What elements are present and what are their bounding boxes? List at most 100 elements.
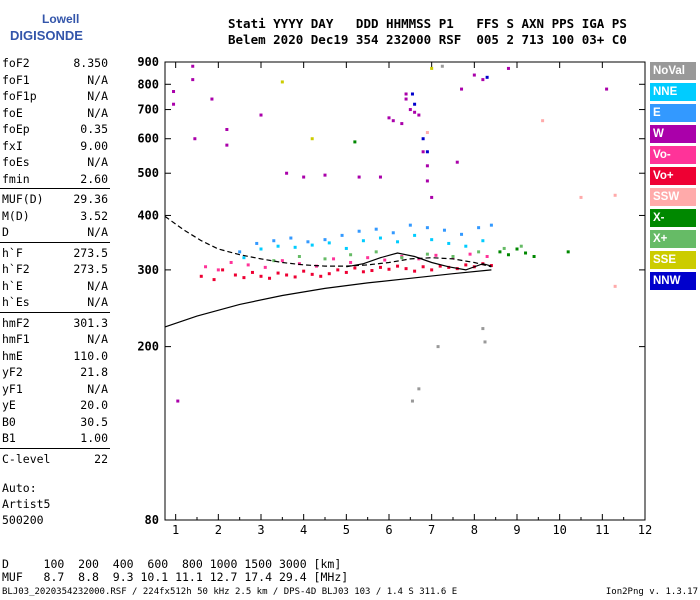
version-label: Ion2Png v. 1.3.17: [605, 587, 698, 597]
echo-point-vo: [468, 252, 472, 256]
param-value: 273.5: [73, 262, 108, 276]
echo-point-e: [272, 239, 276, 243]
param-value: N/A: [87, 155, 108, 169]
param-separator: [0, 447, 110, 449]
param-key: fxI: [2, 138, 23, 153]
echo-point-noval: [440, 64, 444, 68]
legend-item-x: X-: [650, 209, 696, 227]
legend-item-w: W: [650, 125, 696, 143]
echo-point-vo: [344, 270, 348, 274]
echo-point-nnw: [485, 75, 489, 79]
param-key: fmin: [2, 171, 30, 186]
echo-point-nne: [378, 236, 382, 240]
echo-point-x: [374, 250, 378, 254]
echo-point-vo: [404, 267, 408, 271]
param-key: yF1: [2, 381, 23, 396]
param-key: h`F2: [2, 262, 30, 276]
param-value: 273.5: [73, 245, 108, 260]
echo-point-x: [353, 140, 357, 144]
echo-point-x: [425, 252, 429, 256]
echo-point-vo: [332, 257, 336, 261]
echo-point-ssw: [613, 193, 617, 197]
echo-point-w: [172, 102, 176, 106]
echo-point-sse: [310, 137, 314, 141]
echo-point-vo: [387, 267, 391, 271]
echo-point-vo: [366, 256, 370, 260]
legend-item-nnw: NNW: [650, 272, 696, 290]
echo-point-ssw: [425, 131, 429, 135]
echo-point-e: [340, 233, 344, 237]
param-key: foEp: [2, 122, 30, 136]
param-value: N/A: [87, 381, 108, 396]
echo-point-w: [404, 92, 408, 96]
echo-point-w: [357, 175, 361, 179]
y-tick-label: 400: [137, 208, 159, 222]
param-key: yE: [2, 398, 16, 412]
param-key: B1: [2, 431, 16, 445]
echo-point-vo: [280, 259, 284, 263]
echo-point-nnw: [421, 137, 425, 141]
echo-point-nnw: [413, 102, 417, 106]
param-row-11: h`F 273.5: [2, 246, 108, 261]
echo-point-noval: [483, 340, 487, 344]
echo-point-x: [451, 254, 455, 258]
param-row-3: foE N/A: [2, 106, 108, 121]
y-tick-label: 800: [137, 77, 159, 91]
param-row-20: yE 20.0: [2, 398, 108, 413]
polarization-legend: NoVal NNE E W Vo- Vo+ SSW X- X+ SSE NNW: [650, 62, 696, 293]
echo-point-w: [225, 127, 229, 131]
echo-point-x: [532, 254, 536, 258]
auto-line2: Artist5: [2, 497, 51, 511]
echo-point-x: [502, 246, 506, 250]
x-tick-label: 7: [428, 523, 435, 537]
header-line1: Stati YYYY DAY DDD HHMMSS P1 FFS S AXN P…: [228, 16, 627, 31]
echo-point-vo: [370, 269, 374, 273]
echo-point-vo: [336, 268, 340, 272]
echo-point-w: [417, 113, 421, 117]
x-tick-label: 11: [595, 523, 609, 537]
echo-point-nne: [481, 239, 485, 243]
y-tick-label: 500: [137, 166, 159, 180]
param-row-8: MUF(D) 29.36: [2, 192, 108, 207]
echo-point-vo: [319, 274, 323, 278]
param-value: N/A: [87, 278, 108, 293]
param-row-10: D N/A: [2, 225, 108, 240]
x-tick-label: 6: [385, 523, 392, 537]
echo-point-nne: [242, 256, 246, 260]
profile-curve-0: [164, 269, 492, 328]
header-block: Stati YYYY DAY DDD HHMMSS P1 FFS S AXN P…: [228, 16, 627, 48]
param-row-4: foEp 0.35: [2, 122, 108, 137]
param-value: N/A: [87, 295, 108, 309]
echo-point-e: [489, 223, 493, 227]
echo-point-vo: [259, 274, 263, 278]
x-tick-label: 2: [215, 523, 222, 537]
y-tick-label: 900: [137, 55, 159, 69]
echo-point-w: [506, 66, 510, 70]
legend-item-vo: Vo-: [650, 146, 696, 164]
echo-point-e: [425, 226, 429, 230]
echo-point-e: [391, 231, 395, 235]
param-key: h`F: [2, 245, 23, 260]
echo-point-nne: [344, 246, 348, 250]
echo-point-x: [400, 256, 404, 260]
param-value: 9.00: [80, 138, 108, 153]
legend-item-noval: NoVal: [650, 62, 696, 80]
echo-point-vo: [268, 276, 272, 280]
echo-point-e: [289, 236, 293, 240]
param-value: 30.5: [80, 414, 108, 429]
header-line2: Belem 2020 Dec19 354 232000 RSF 005 2 71…: [228, 32, 627, 47]
footer-info: BLJ03_2020354232000.RSF / 224fx512h 50 k…: [2, 587, 458, 597]
echo-point-w: [193, 137, 197, 141]
param-row-16: hmF1 N/A: [2, 332, 108, 347]
echo-point-vo: [438, 264, 442, 268]
echo-point-e: [357, 229, 361, 233]
param-separator: [0, 311, 110, 313]
param-row-12: h`F2 273.5: [2, 262, 108, 277]
echo-point-vo: [485, 254, 489, 258]
echo-point-w: [605, 87, 609, 91]
param-key: D: [2, 225, 9, 239]
legend-item-x: X+: [650, 230, 696, 248]
echo-point-vo: [212, 278, 216, 282]
x-tick-label: 12: [638, 523, 652, 537]
echo-point-w: [400, 122, 404, 126]
